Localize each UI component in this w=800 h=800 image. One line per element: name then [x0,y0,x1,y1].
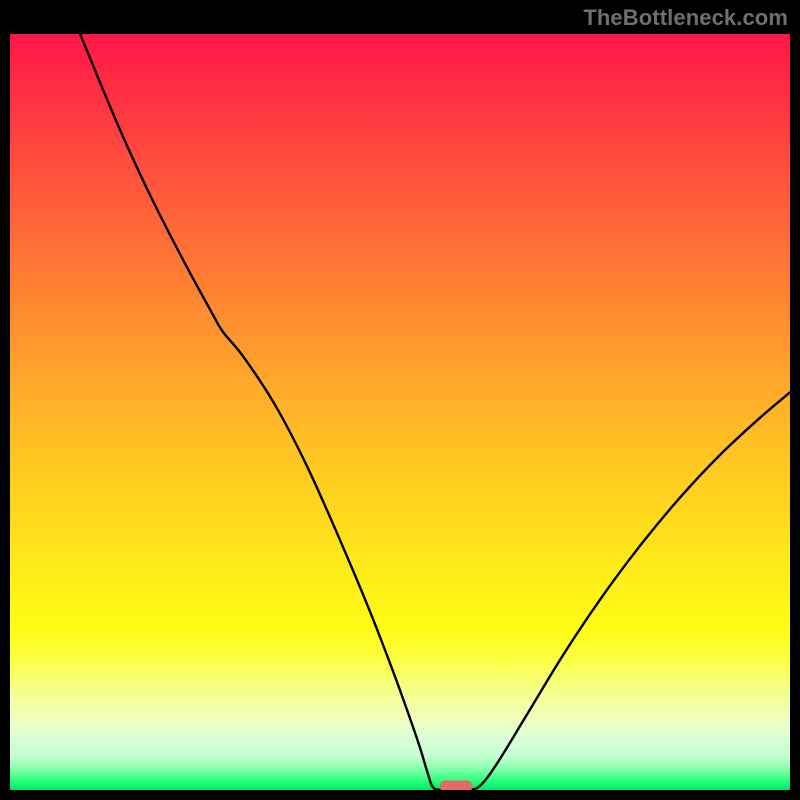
chart-stage: TheBottleneck.com [0,0,800,800]
watermark-text: TheBottleneck.com [583,5,788,31]
plot-area [10,34,790,790]
optimal-point-marker [440,781,473,790]
